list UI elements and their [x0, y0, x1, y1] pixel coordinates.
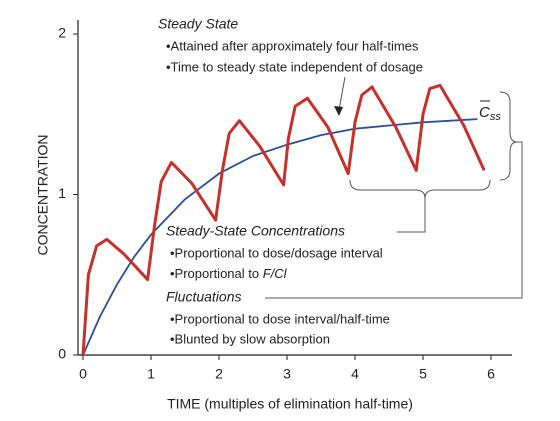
y-tick-label: 0	[58, 346, 66, 362]
arrow	[338, 76, 346, 111]
css-label: Css	[479, 104, 501, 123]
annotation-text: •Proportional to	[170, 266, 263, 281]
annotation-text: F/Cl	[263, 266, 288, 281]
x-tick-label: 5	[419, 366, 427, 382]
x-tick-label: 4	[351, 366, 359, 382]
x-tick-label: 2	[215, 366, 223, 382]
x-tick-label: 6	[487, 366, 495, 382]
annotation-item: •Time to steady state independent of dos…	[166, 59, 423, 74]
annotation-title: Steady State	[158, 16, 238, 32]
connector	[265, 141, 523, 299]
right-brace	[499, 91, 518, 181]
arrow-head	[334, 106, 343, 116]
annotation-item: •Attained after approximately four half-…	[166, 38, 419, 53]
series-line	[82, 118, 478, 356]
annotation-title: Fluctuations	[166, 289, 241, 305]
bottom-brace	[349, 179, 491, 199]
connector	[397, 198, 426, 233]
annotation-item: •Blunted by slow absorption	[170, 331, 330, 346]
series-line	[81, 83, 486, 356]
annotation-title: Steady-State Concentrations	[166, 223, 345, 239]
annotation-item: •Proportional to F/Cl	[170, 266, 288, 281]
x-tick-label: 1	[147, 366, 155, 382]
annotation-item: •Proportional to dose/dosage interval	[170, 245, 383, 260]
y-tick-label: 1	[58, 185, 66, 201]
x-tick-label: 0	[79, 366, 87, 382]
y-tick-label: 2	[58, 25, 66, 41]
annotation-item: •Proportional to dose interval/half-time	[170, 311, 390, 326]
x-axis-label: TIME (multiples of elimination half-time…	[167, 396, 413, 412]
css-base: C	[479, 104, 490, 121]
css-sub: ss	[490, 111, 502, 123]
x-tick-label: 3	[283, 366, 291, 382]
y-axis-label: CONCENTRATION	[35, 134, 51, 255]
